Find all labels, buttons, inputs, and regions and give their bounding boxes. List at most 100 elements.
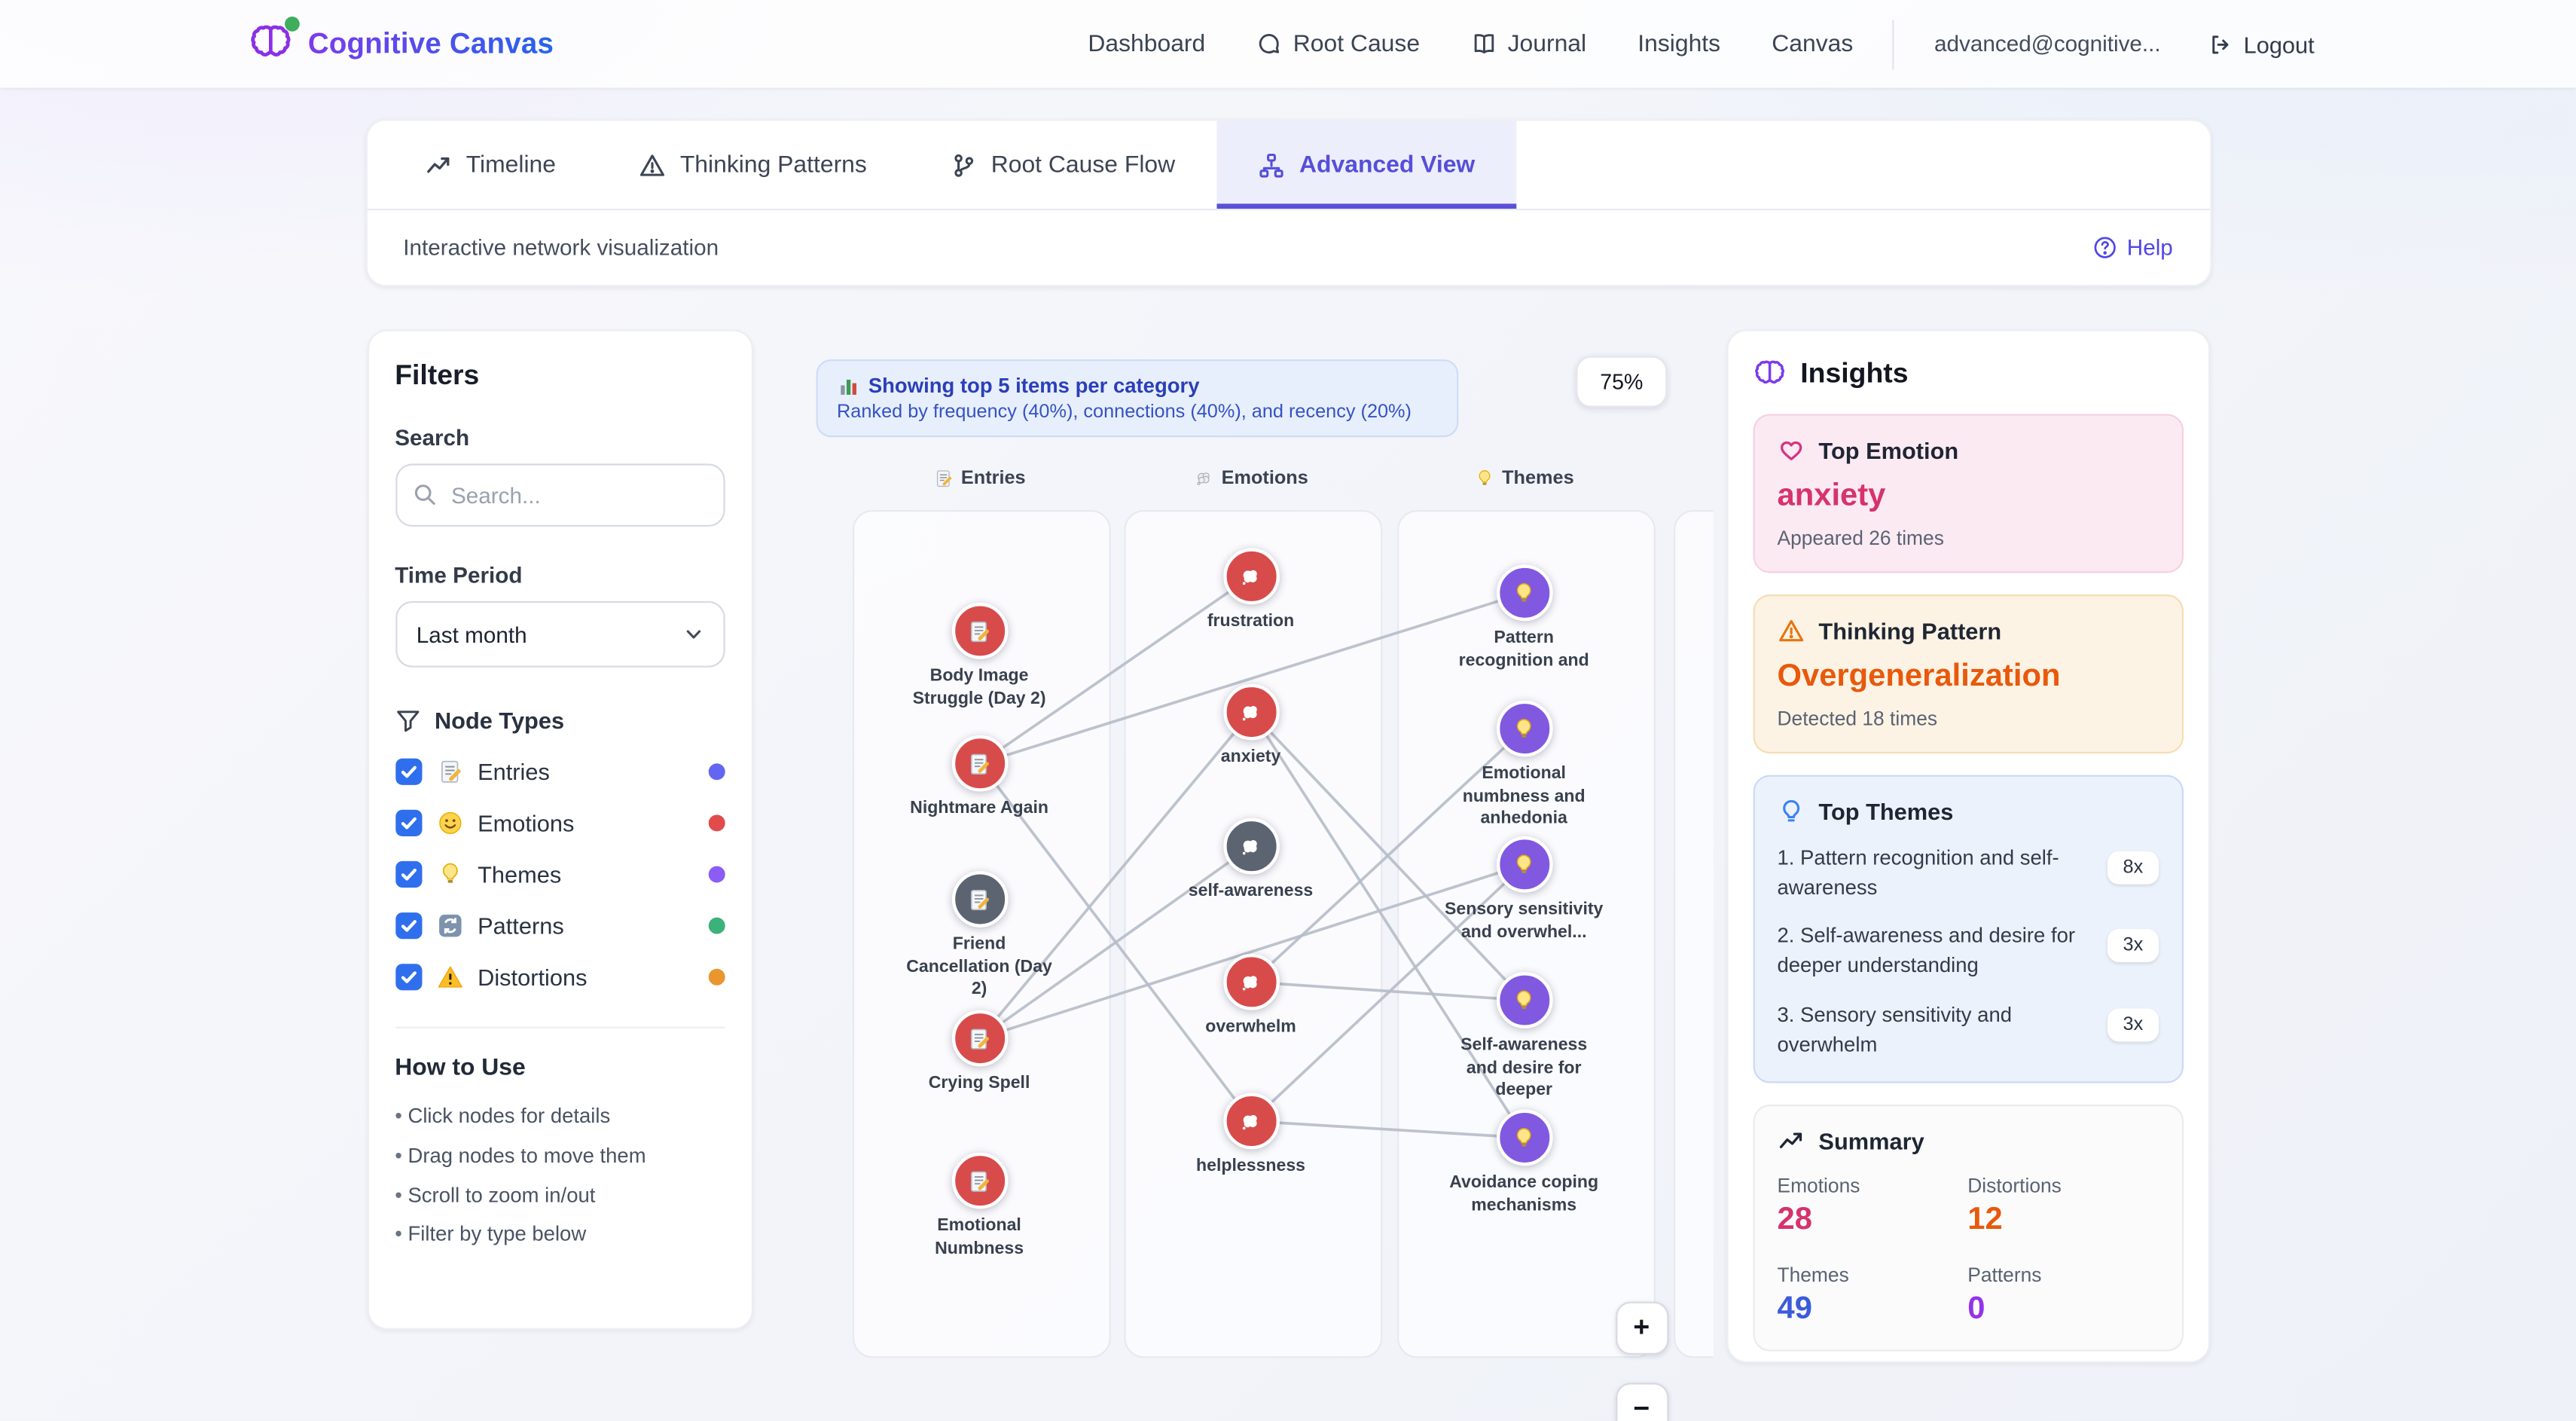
column-label: Themes [1502,469,1574,489]
content: Filters Search Time Period Last month No… [366,329,2210,1421]
funnel-icon [395,708,420,733]
thought-icon [1238,834,1263,859]
nav-item-canvas[interactable]: Canvas [1772,31,1853,57]
nav-item-label: Insights [1637,30,1721,57]
node-overwhelm[interactable] [1222,954,1279,1010]
top-theme-count-badge: 8x [2107,851,2159,885]
node-anxiety[interactable] [1222,683,1279,741]
memo-icon [967,887,992,912]
time-period-select[interactable]: Last month [395,600,725,668]
nav-item-insights[interactable]: Insights [1637,31,1720,57]
node-emotional-numbness[interactable] [951,1152,1008,1209]
tab-root-cause-flow[interactable]: Root Cause Flow [908,121,1216,208]
column-label: Entries [960,469,1026,489]
thought-icon [1238,970,1263,995]
search-label: Search [395,425,470,451]
how-to-use: How to Use Click nodes for detailsDrag n… [395,1026,725,1255]
node-sensory-sensitivity[interactable] [1495,836,1552,893]
nav-item-root-cause[interactable]: Root Cause [1256,31,1420,57]
summary-stat-label: Distortions [1967,1173,2062,1197]
help-label: Help [2126,235,2173,261]
top-theme-item: 3. Sensory sensitivity and overwhelm 3x [1777,999,2159,1059]
node-emotional-numbness-anhedonia[interactable] [1495,700,1552,757]
top-emotion-card: Top Emotion anxiety Appeared 26 times [1752,414,2183,573]
node-type-row-emotions: Emotions [395,809,725,836]
top-emotion-note: Appeared 26 times [1777,526,1944,550]
network-canvas[interactable]: Showing top 5 items per category Ranked … [791,329,1713,1421]
node-label-pattern-recognition: Pattern recognition and [1458,628,1589,671]
tab-thinking-patterns[interactable]: Thinking Patterns [597,121,908,208]
node-self-awareness-desire[interactable] [1495,972,1552,1028]
user-email: advanced@cognitive... [1934,31,2161,57]
memo-icon [967,1026,992,1051]
tab-advanced-view[interactable]: Advanced View [1216,121,1517,209]
node-type-row-patterns: Patterns [395,912,725,940]
summary-stat-distortions: Distortions 12 [1967,1174,2158,1239]
memo-icon [436,759,462,785]
node-nightmare[interactable] [951,735,1008,792]
zoom-out-button[interactable]: − [1615,1383,1668,1421]
tab-timeline[interactable]: Timeline [383,121,597,208]
search-input[interactable] [395,463,725,527]
column-header-themes: Themes [1474,469,1574,488]
tab-label: Timeline [465,151,556,179]
node-label-emotional-numbness: Emotional Numbness [935,1215,1024,1258]
node-crying-spell[interactable] [951,1010,1008,1067]
brand-name: Cognitive Canvas [308,26,554,61]
summary-stat-value: 0 [1967,1291,1985,1327]
node-type-color-dot [707,917,725,934]
tab-label: Root Cause Flow [990,151,1176,179]
node-avoidance-coping[interactable] [1495,1109,1552,1166]
filters-heading: Filters [395,359,480,391]
node-label-friend-cancellation: Friend Cancellation (Day 2) [906,934,1052,999]
node-helplessness[interactable] [1222,1092,1279,1150]
node-type-color-dot [707,968,725,986]
checkbox-entries[interactable] [395,758,422,785]
ranking-banner: Showing top 5 items per category Ranked … [815,359,1458,438]
how-to-use-list: Click nodes for detailsDrag nodes to mov… [395,1098,724,1255]
top-themes-list: 1. Pattern recognition and self-awarenes… [1777,843,2159,1059]
memo-icon [967,1169,992,1193]
top-nav: Cognitive Canvas Dashboard Root Cause Jour… [0,0,2576,88]
brand[interactable]: Cognitive Canvas [249,16,554,66]
node-self-awareness[interactable] [1222,817,1279,875]
brain-logo-icon [249,16,300,66]
help-link[interactable]: Help [2092,235,2173,260]
node-frustration[interactable] [1222,548,1279,605]
column-header-entries: Entries [933,469,1026,488]
nav-item-dashboard[interactable]: Dashboard [1088,31,1205,57]
checkbox-themes[interactable] [395,860,422,888]
filters-panel: Filters Search Time Period Last month No… [366,329,752,1330]
logout-button[interactable]: Logout [2208,31,2315,57]
how-to-bullet: Drag nodes to move them [395,1137,724,1176]
node-label-emotional-numbness-anhedonia: Emotional numbness and anhedonia [1462,763,1586,829]
heart-icon [1777,437,1803,463]
node-friend-cancellation[interactable] [951,871,1008,927]
node-type-row-entries: Entries [395,758,725,785]
network-icon [1258,151,1284,178]
node-type-label: Patterns [478,912,564,940]
trending-up-icon [1777,1127,1803,1154]
node-body-image[interactable] [951,603,1008,659]
checkbox-emotions[interactable] [395,809,422,836]
checkbox-distortions[interactable] [395,964,422,991]
summary-stat-label: Themes [1777,1263,1849,1287]
top-theme-text: 2. Self-awareness and desire for deeper … [1777,924,2076,978]
column-header-emotions: Emotions [1193,469,1308,488]
tab-label: Thinking Patterns [679,151,867,179]
tab-label: Advanced View [1299,151,1476,179]
nav-item-journal[interactable]: Journal [1471,31,1586,57]
summary-stat-patterns: Patterns 0 [1967,1263,2158,1328]
summary-stat-label: Patterns [1967,1263,2042,1287]
nav-item-label: Canvas [1772,30,1854,57]
insights-panel: Insights Top Emotion anxiety Appeared 26… [1726,329,2210,1363]
checkbox-patterns[interactable] [395,912,422,940]
node-pattern-recognition[interactable] [1495,564,1552,622]
view-card: Timeline Thinking Patterns Root Cause Flow… [365,119,2211,287]
summary-stat-value: 28 [1777,1202,1812,1237]
node-type-list: Entries Emotions Themes Patterns Distortions [395,758,725,991]
node-label-avoidance-coping: Avoidance coping mechanisms [1449,1172,1599,1215]
zoom-in-button[interactable]: + [1615,1301,1668,1355]
bulb-icon [436,861,462,888]
